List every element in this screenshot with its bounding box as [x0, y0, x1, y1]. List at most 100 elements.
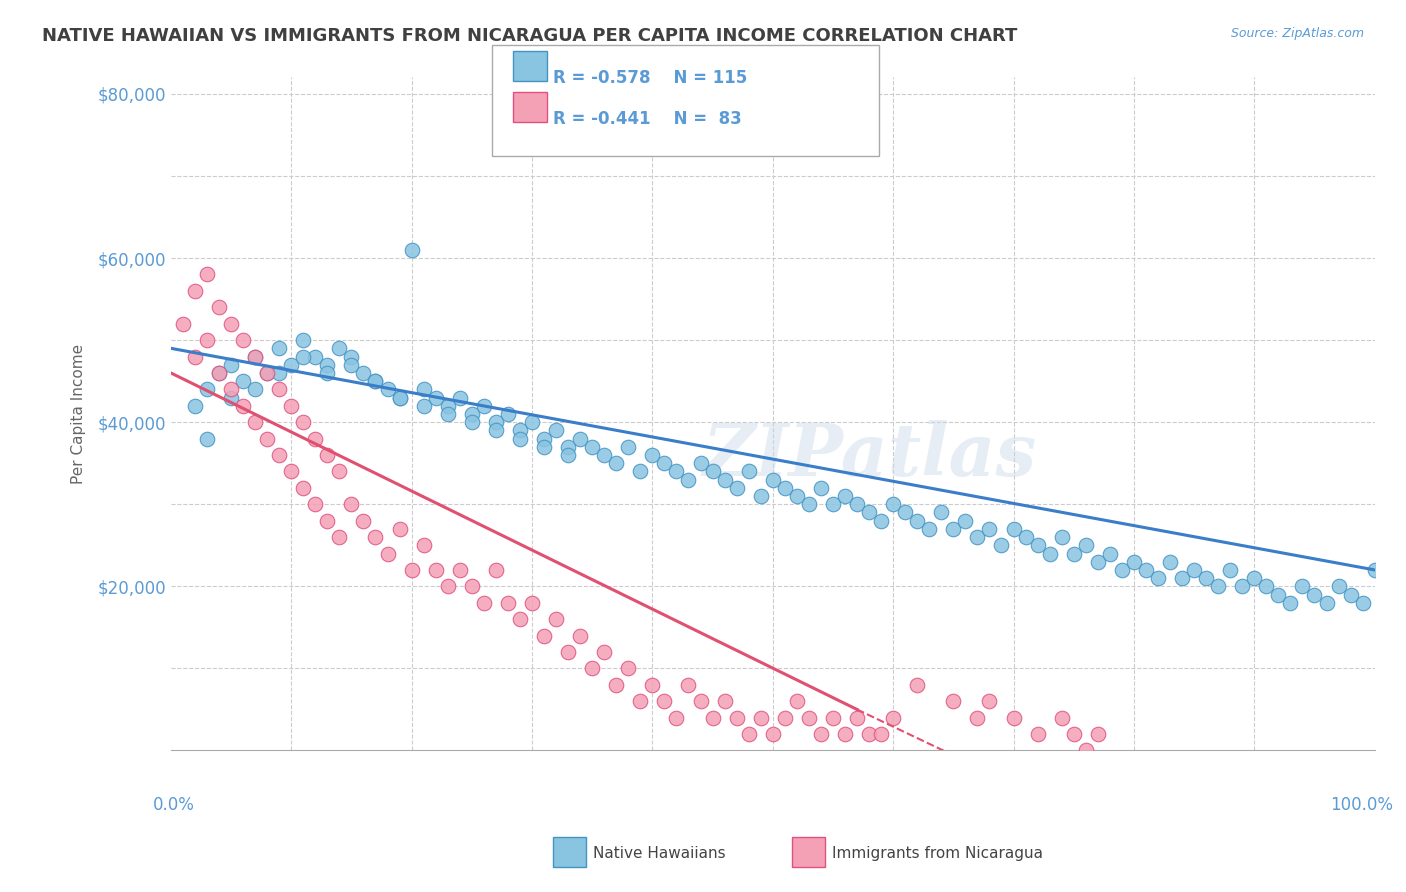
Point [1232, 579, 1254, 593]
Point [292, 481, 315, 495]
Point [1087, 555, 1109, 569]
Point [232, 333, 254, 347]
Point [1063, 727, 1085, 741]
Point [870, 727, 893, 741]
Point [990, 538, 1012, 552]
Point [617, 661, 640, 675]
Point [557, 645, 579, 659]
Point [702, 464, 724, 478]
Text: 0.0%: 0.0% [153, 796, 194, 814]
Point [232, 374, 254, 388]
Point [702, 711, 724, 725]
Point [918, 522, 941, 536]
Point [628, 694, 651, 708]
Point [628, 464, 651, 478]
Point [232, 399, 254, 413]
Point [641, 678, 664, 692]
Point [316, 514, 339, 528]
Point [364, 530, 387, 544]
Point [834, 489, 856, 503]
Point [461, 407, 484, 421]
Point [725, 481, 748, 495]
Point [605, 456, 627, 470]
Point [1147, 571, 1170, 585]
Point [256, 366, 278, 380]
Point [364, 374, 387, 388]
Point [496, 596, 519, 610]
Point [304, 350, 326, 364]
Point [617, 440, 640, 454]
Point [256, 366, 278, 380]
Point [388, 391, 411, 405]
Point [184, 284, 207, 298]
Point [509, 432, 531, 446]
Point [713, 473, 735, 487]
Point [269, 366, 291, 380]
Point [1135, 563, 1157, 577]
Point [184, 350, 207, 364]
Point [304, 497, 326, 511]
Point [773, 711, 796, 725]
Point [219, 391, 242, 405]
Text: Native Hawaiians: Native Hawaiians [593, 846, 725, 861]
Point [1195, 571, 1218, 585]
Point [340, 350, 363, 364]
Point [388, 391, 411, 405]
Point [846, 497, 869, 511]
Point [184, 399, 207, 413]
Point [292, 415, 315, 429]
Point [797, 497, 820, 511]
Point [1074, 743, 1097, 757]
Point [1315, 596, 1337, 610]
Point [846, 711, 869, 725]
Point [328, 341, 350, 355]
Text: R = -0.578    N = 115: R = -0.578 N = 115 [553, 69, 747, 87]
Point [412, 538, 434, 552]
Point [834, 727, 856, 741]
Point [678, 678, 700, 692]
Point [219, 317, 242, 331]
Point [208, 366, 231, 380]
Point [929, 506, 952, 520]
Point [858, 727, 880, 741]
Point [485, 423, 508, 437]
Point [208, 366, 231, 380]
Point [810, 727, 832, 741]
Point [461, 415, 484, 429]
Point [269, 448, 291, 462]
Point [593, 645, 616, 659]
Point [737, 464, 759, 478]
Point [219, 382, 242, 396]
Point [412, 382, 434, 396]
Point [1039, 547, 1062, 561]
Point [219, 358, 242, 372]
Point [665, 711, 688, 725]
Point [581, 661, 603, 675]
Point [496, 407, 519, 421]
Point [654, 694, 676, 708]
Point [1267, 588, 1289, 602]
Point [797, 711, 820, 725]
Point [352, 514, 374, 528]
Point [509, 612, 531, 626]
Point [1063, 547, 1085, 561]
Point [1351, 596, 1374, 610]
Point [1087, 727, 1109, 741]
Point [292, 350, 315, 364]
Point [641, 448, 664, 462]
Text: Immigrants from Nicaragua: Immigrants from Nicaragua [832, 846, 1043, 861]
Point [269, 341, 291, 355]
Point [243, 350, 266, 364]
Point [1219, 563, 1241, 577]
Point [195, 333, 218, 347]
Point [485, 563, 508, 577]
Point [786, 694, 808, 708]
Point [520, 415, 543, 429]
Point [243, 415, 266, 429]
Point [665, 464, 688, 478]
Point [352, 366, 374, 380]
Point [882, 711, 904, 725]
Point [1364, 563, 1386, 577]
Point [280, 399, 302, 413]
Point [858, 506, 880, 520]
